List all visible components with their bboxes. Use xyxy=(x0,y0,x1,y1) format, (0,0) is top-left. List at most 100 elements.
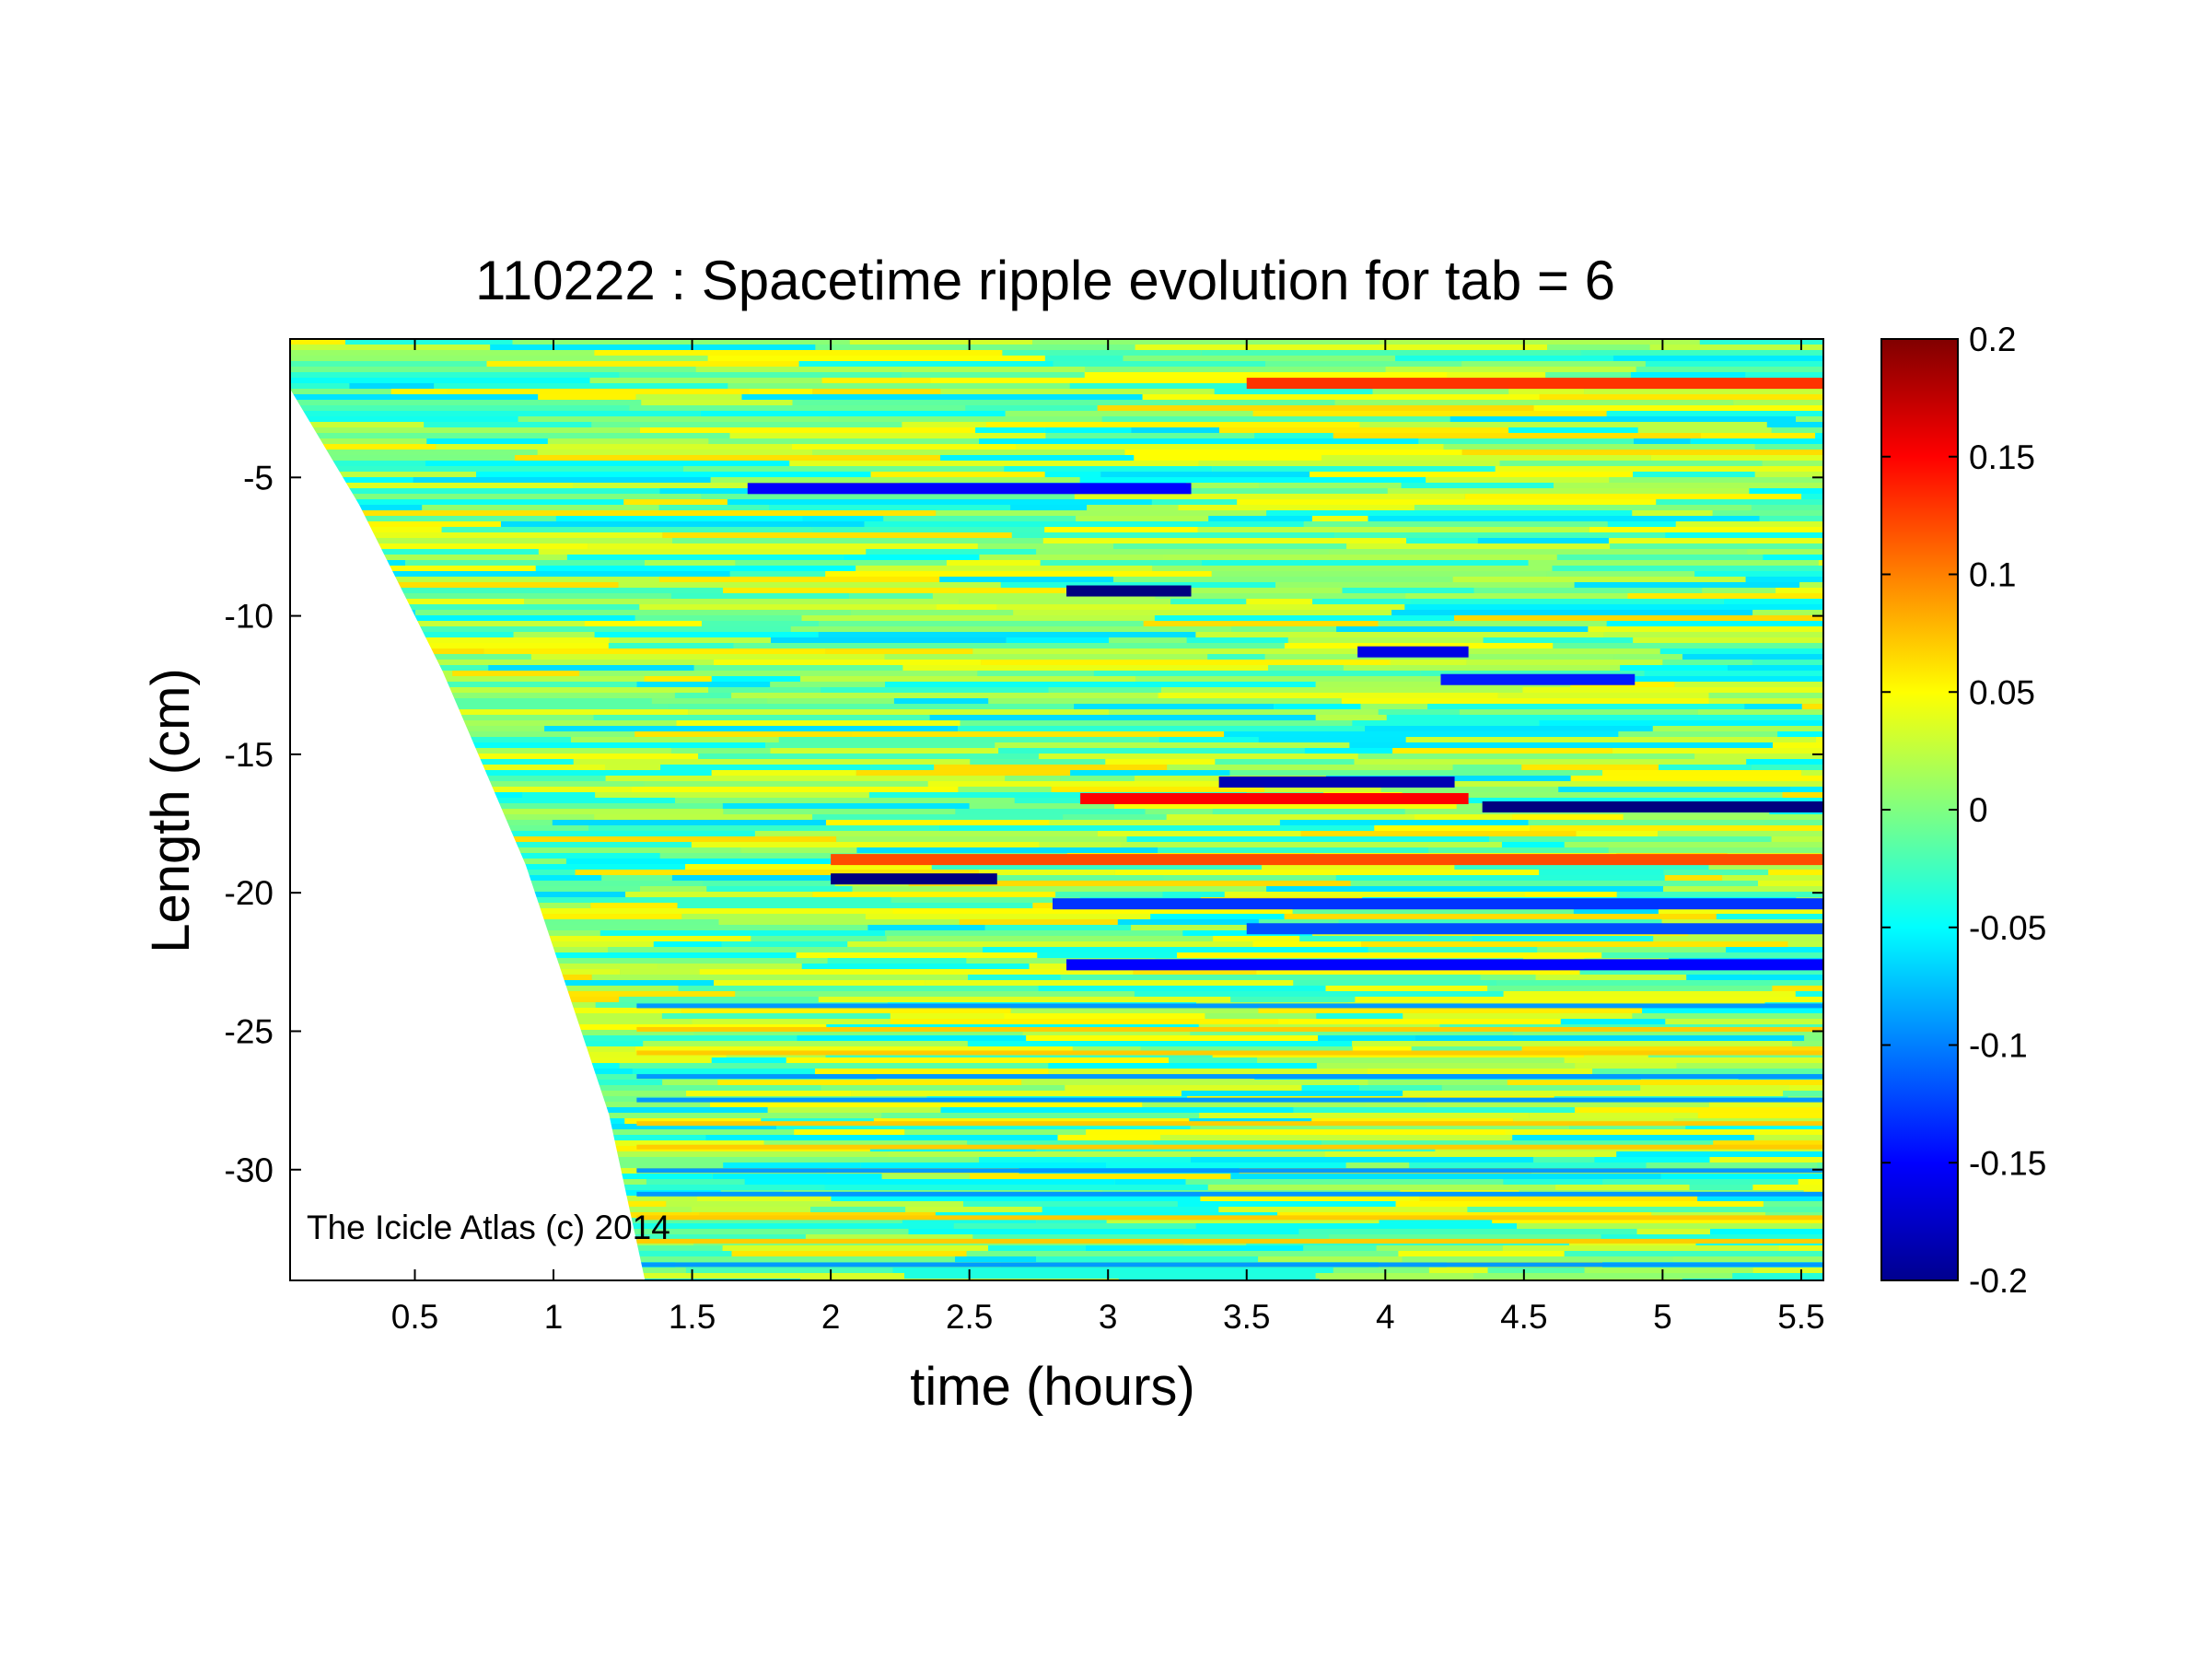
field-cell xyxy=(1237,499,1657,506)
field-cell xyxy=(635,394,742,401)
field-cell xyxy=(1663,870,1769,876)
heatmap-features xyxy=(747,378,1823,971)
field-cell xyxy=(1100,472,1310,478)
field-cell xyxy=(1072,1046,1141,1053)
field-cell xyxy=(290,521,501,528)
field-cell xyxy=(735,991,1135,998)
field-cell xyxy=(1301,1085,1360,1092)
field-cell xyxy=(1633,637,1823,644)
field-cell xyxy=(1752,1185,1823,1191)
field-cell xyxy=(825,571,1212,578)
field-cell xyxy=(1591,997,1823,1003)
field-cell xyxy=(1402,1256,1673,1263)
field-cell xyxy=(1321,1140,1714,1147)
field-cell xyxy=(584,621,702,627)
field-cell xyxy=(1163,555,1557,561)
field-cell xyxy=(810,1207,906,1213)
field-cell xyxy=(555,516,803,522)
field-cell xyxy=(1633,472,1755,478)
field-cell xyxy=(1453,798,1823,804)
field-cell xyxy=(290,494,702,500)
field-cell xyxy=(1004,1013,1205,1020)
field-cell xyxy=(705,1135,1058,1141)
field-cell xyxy=(851,610,1014,616)
field-cell xyxy=(349,383,435,390)
field-cell xyxy=(458,726,545,732)
field-cell xyxy=(1817,1162,1823,1169)
field-cell xyxy=(1214,389,1373,395)
field-cell xyxy=(1063,814,1167,821)
field-cell xyxy=(960,720,1353,727)
field-cell xyxy=(1338,919,1662,926)
field-cell xyxy=(620,969,700,976)
field-cell xyxy=(372,742,766,749)
field-cell xyxy=(1208,516,1312,522)
field-cell xyxy=(1752,969,1823,976)
field-cell xyxy=(290,455,515,461)
field-cell xyxy=(1151,499,1238,506)
field-cell xyxy=(659,577,940,583)
field-cell xyxy=(515,455,940,461)
field-cell xyxy=(870,472,1045,478)
y-axis-ticks: -5 -10 -15 -20 -25 -30 xyxy=(225,459,1823,1189)
field-cell xyxy=(290,543,588,550)
field-cell xyxy=(1405,737,1816,743)
field-cell xyxy=(714,980,926,987)
field-cell xyxy=(1402,792,1783,799)
field-cell xyxy=(1564,1057,1823,1064)
field-cell xyxy=(618,582,1001,589)
field-cell xyxy=(1113,543,1347,550)
colorbar-tick-label: -0.05 xyxy=(1969,909,2046,947)
ripple-stripe xyxy=(636,1144,1823,1150)
field-cell xyxy=(1395,356,1613,362)
field-cell xyxy=(797,1035,1027,1042)
x-tick-label: 2.5 xyxy=(946,1298,993,1336)
field-cell xyxy=(430,1024,827,1031)
field-cell xyxy=(1752,765,1823,771)
field-cell xyxy=(1610,543,1823,550)
field-cell xyxy=(1651,1212,1766,1219)
ripple-feature xyxy=(747,483,1192,495)
field-cell xyxy=(908,881,1351,887)
field-cell xyxy=(801,964,1030,970)
field-cell xyxy=(1496,980,1823,987)
field-cell xyxy=(700,411,1006,417)
field-cell xyxy=(958,787,1052,793)
field-cell xyxy=(444,731,635,738)
field-cell xyxy=(710,477,1080,484)
x-tick-label: 4.5 xyxy=(1500,1298,1547,1336)
field-cell xyxy=(731,1251,967,1257)
field-cell xyxy=(1406,538,1478,544)
field-cell xyxy=(1316,1063,1576,1069)
field-cell xyxy=(1645,361,1823,368)
field-cell xyxy=(1325,986,1488,992)
field-cell xyxy=(1733,400,1823,406)
field-cell xyxy=(825,648,973,655)
field-cell xyxy=(1553,643,1823,649)
field-cell xyxy=(1134,991,1504,998)
ripple-feature xyxy=(1218,776,1455,788)
x-tick-label: 0.5 xyxy=(391,1298,438,1336)
field-cell xyxy=(1379,1218,1493,1224)
field-cell xyxy=(1401,483,1554,489)
field-cell xyxy=(815,345,1135,351)
field-cell xyxy=(1005,776,1061,782)
ripple-stripe xyxy=(636,1238,1823,1244)
field-cell xyxy=(811,527,1045,533)
field-cell xyxy=(881,1174,971,1180)
field-cell xyxy=(1265,361,1462,368)
field-cell xyxy=(1212,809,1405,815)
field-cell xyxy=(1254,433,1333,439)
field-cell xyxy=(651,698,768,705)
colorbar xyxy=(1880,338,1959,1281)
field-cell xyxy=(1013,610,1392,616)
field-cell xyxy=(290,356,708,362)
field-cell xyxy=(847,941,1253,948)
field-cell xyxy=(1427,704,1745,710)
field-cell xyxy=(733,643,1001,649)
field-cell xyxy=(290,516,556,522)
field-cell xyxy=(290,577,659,583)
colorbar-tick-label: -0.2 xyxy=(1969,1262,2028,1300)
ripple-feature xyxy=(1357,646,1469,658)
field-cell xyxy=(571,737,779,743)
